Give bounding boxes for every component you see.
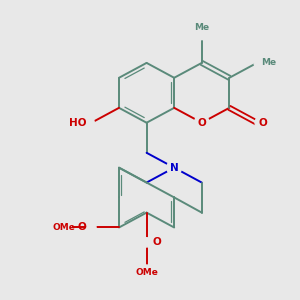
Text: Me: Me <box>194 23 209 32</box>
Text: O: O <box>197 118 206 128</box>
Circle shape <box>56 220 71 235</box>
Text: HO: HO <box>69 118 87 128</box>
Text: OMe: OMe <box>135 268 158 277</box>
Circle shape <box>255 115 270 130</box>
Circle shape <box>167 160 182 175</box>
Text: Me: Me <box>262 58 277 68</box>
Circle shape <box>142 238 151 247</box>
Circle shape <box>139 265 154 280</box>
Text: O: O <box>77 223 86 232</box>
Text: O: O <box>152 237 161 248</box>
Circle shape <box>79 115 94 130</box>
Text: OMe: OMe <box>52 223 75 232</box>
Circle shape <box>254 56 269 70</box>
Text: N: N <box>170 163 178 173</box>
Circle shape <box>194 25 209 40</box>
Text: O: O <box>258 118 267 128</box>
Circle shape <box>194 115 209 130</box>
Circle shape <box>87 223 96 232</box>
